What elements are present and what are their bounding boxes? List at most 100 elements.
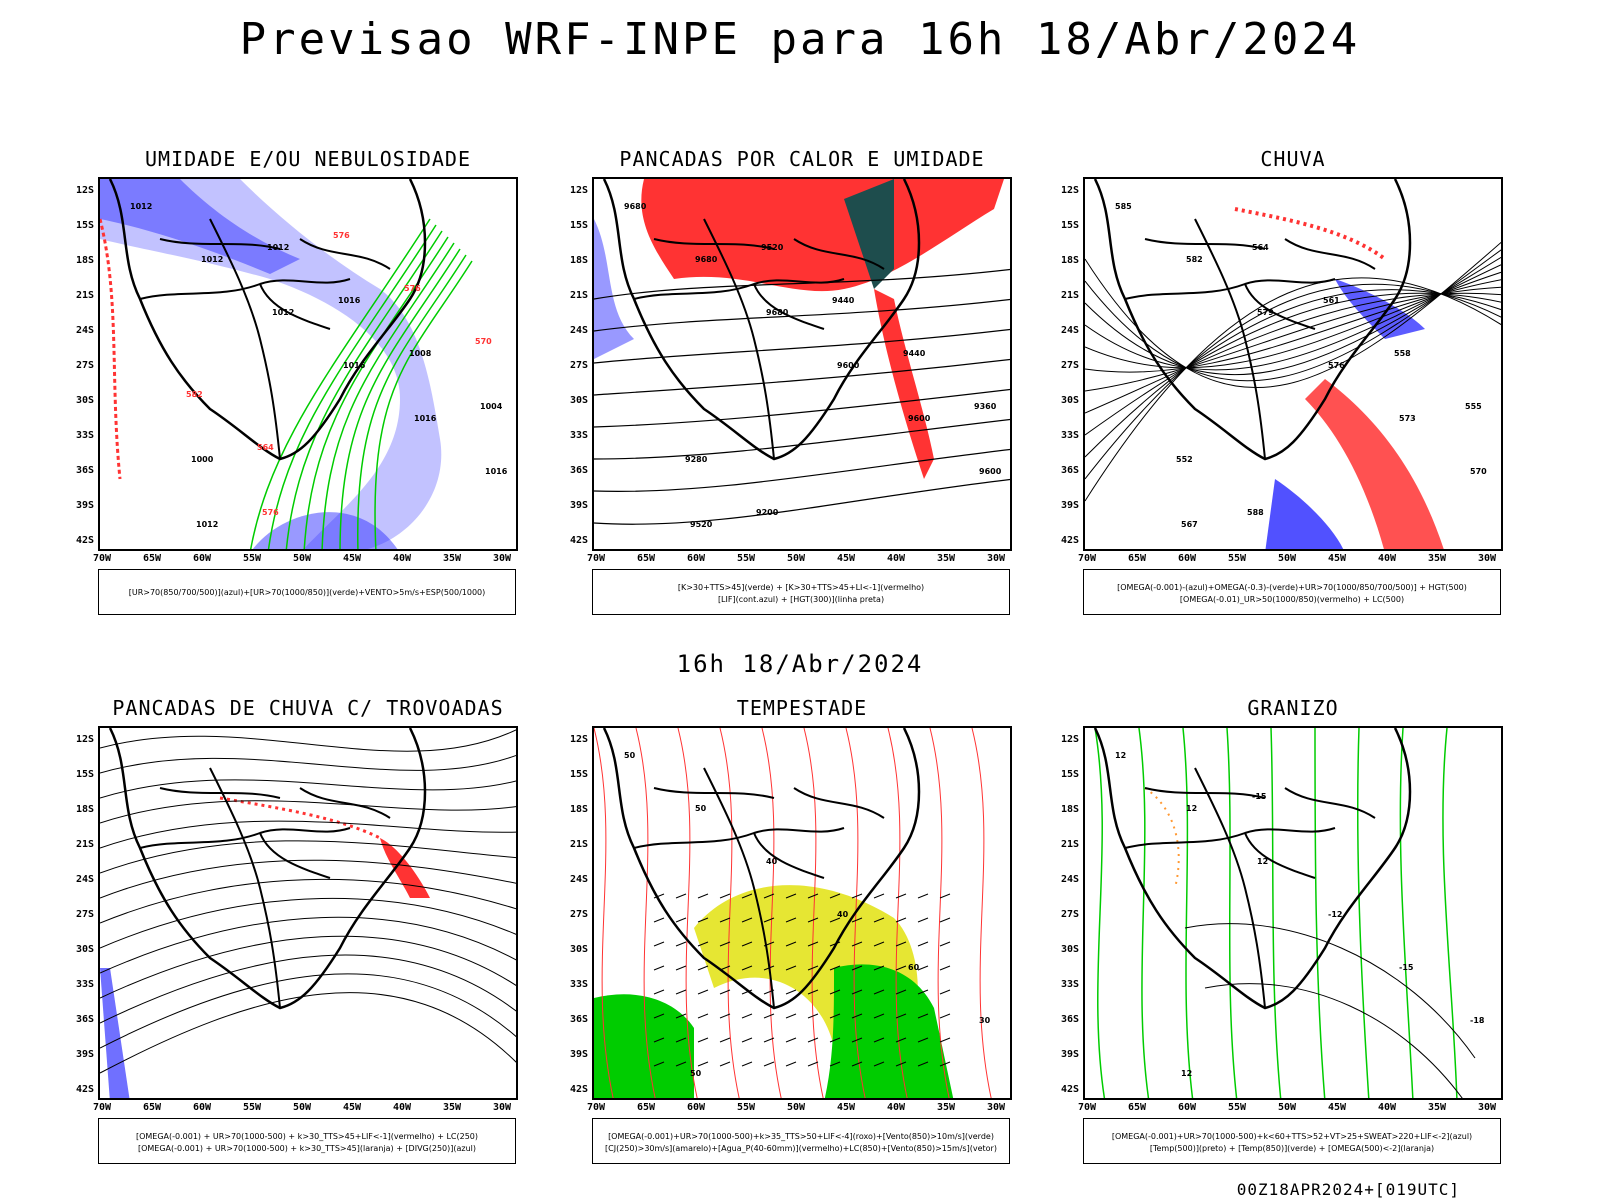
longitude-label: 65W [1127,1102,1147,1113]
weather-map: 1012 1012 1012 1016 1016 1016 1012 1012 1016 1008… [98,177,518,551]
weather-map: 585 582 579 576 573 570 567 564 561 558 555 552 588 [1083,177,1503,551]
contour-label: 1016 [343,361,366,370]
contour-label: 9600 [979,467,1002,476]
contour-label: 576 [262,508,279,517]
contour-label: 573 [1399,414,1416,423]
longitude-label: 60W [1177,553,1197,564]
longitude-label: 40W [1377,553,1397,564]
latitude-label: 12S [1060,734,1079,745]
contour-label: 1004 [480,402,503,411]
contour-label: 1012 [201,255,223,264]
latitude-label: 21S [1060,290,1079,301]
panel-title: TEMPESTADE [736,696,868,720]
contour-label: 1016 [485,467,508,476]
latitude-label: 27S [569,909,588,920]
longitude-label: 70W [1077,1102,1097,1113]
longitude-label: 55W [1227,1102,1247,1113]
contour-label: 1016 [338,296,361,305]
contour-label: 1000 [191,455,214,464]
contour-label: 50 [624,751,636,760]
panel-title: PANCADAS DE CHUVA C/ TROVOADAS [112,696,504,720]
contour-label: -18 [1470,1016,1485,1025]
latitude-label: 36S [75,1014,94,1025]
latitude-label: 36S [1060,1014,1079,1025]
longitude-label: 50W [292,1102,312,1113]
panel-legend: [OMEGA(-0.001)+UR>70(1000-500)+k<60+TTS>… [1083,1118,1501,1164]
panel-title: PANCADAS POR CALOR E UMIDADE [619,147,985,171]
longitude-label: 45W [836,553,856,564]
forecast-run-label: 00Z18APR2024+[019UTC] [1236,1180,1460,1199]
longitude-label: 50W [1277,553,1297,564]
mid-date-label: 16h 18/Abr/2024 [676,650,924,678]
legend-line: [UR>70(850/700/500)](azul)+[UR>70(1000/8… [128,588,486,597]
longitude-label: 35W [936,1102,956,1113]
contour-label: 9360 [974,402,997,411]
longitude-label: 70W [92,553,112,564]
longitude-label: 65W [142,1102,162,1113]
latitude-label: 12S [75,185,94,196]
longitude-label: 60W [192,553,212,564]
longitude-label: 35W [936,553,956,564]
longitude-label: 55W [736,553,756,564]
latitude-label: 33S [1060,430,1079,441]
legend-line: [CJ(250)>30m/s](amarelo)+[Agua_P(40-60mm… [605,1144,997,1153]
latitude-label: 12S [1060,185,1079,196]
longitude-label: 35W [442,1102,462,1113]
contour-label: 9680 [624,202,647,211]
latitude-label: 24S [569,874,588,885]
map-canvas: 12 12 12 -12 -15 -18 12 -15 [1093,728,1485,1098]
contour-label: 582 [1186,255,1203,264]
latitude-label: 42S [569,535,588,546]
legend-line: [OMEGA(-0.001)+UR>70(1000-500)+k<60+TTS>… [1111,1132,1473,1141]
longitude-label: 60W [686,1102,706,1113]
latitude-label: 12S [569,185,588,196]
latitude-label: 33S [75,430,94,441]
contour-label: 1012 [130,202,152,211]
latitude-label: 36S [569,1014,588,1025]
latitude-label: 30S [1060,944,1079,955]
longitude-label: 50W [786,1102,806,1113]
contour-label: 9520 [761,243,784,252]
panel-title: UMIDADE E/OU NEBULOSIDADE [144,147,472,171]
contour-label: 570 [475,337,492,346]
panel-title: CHUVA [1260,147,1326,171]
longitude-label: 40W [1377,1102,1397,1113]
contour-label: 40 [837,910,849,919]
contour-label: 50 [690,1069,702,1078]
contour-label: 570 [1470,467,1487,476]
page-title: Previsao WRF-INPE para 16h 18/Abr/2024 [239,14,1361,65]
latitude-label: 21S [1060,839,1079,850]
latitude-label: 39S [1060,500,1079,511]
latitude-label: 15S [1060,220,1079,231]
latitude-label: 18S [569,804,588,815]
weather-map: 12 12 12 -12 -15 -18 12 -15 [1083,726,1503,1100]
longitude-label: 35W [442,553,462,564]
latitude-label: 30S [75,944,94,955]
latitude-label: 24S [75,874,94,885]
latitude-label: 39S [569,500,588,511]
contour-label: 30 [979,1016,991,1025]
map-canvas: 585 582 579 576 573 570 567 564 561 558 555 552 588 [1085,179,1501,549]
contour-label: 9680 [695,255,718,264]
latitude-label: 36S [75,465,94,476]
latitude-label: 24S [1060,325,1079,336]
latitude-label: 27S [75,360,94,371]
contour-label: 12 [1115,751,1126,760]
longitude-label: 45W [836,1102,856,1113]
contour-label: 576 [404,284,421,293]
longitude-label: 30W [492,1102,512,1113]
longitude-label: 50W [786,553,806,564]
contour-label: 552 [1176,455,1193,464]
latitude-label: 24S [569,325,588,336]
contour-label: 1012 [196,520,218,529]
contour-label: 12 [1181,1069,1192,1078]
longitude-label: 35W [1427,1102,1447,1113]
latitude-label: 30S [569,395,588,406]
longitude-label: 30W [1477,553,1497,564]
contour-label: 60 [908,963,920,972]
map-canvas: 9680 9680 9680 9600 9600 9600 9520 9520 9440 9440… [594,179,1010,529]
latitude-label: 30S [569,944,588,955]
latitude-label: 42S [75,535,94,546]
panel-legend: [K>30+TTS>45](verde) + [K>30+TTS>45+LI<-… [592,569,1010,615]
latitude-label: 18S [569,255,588,266]
